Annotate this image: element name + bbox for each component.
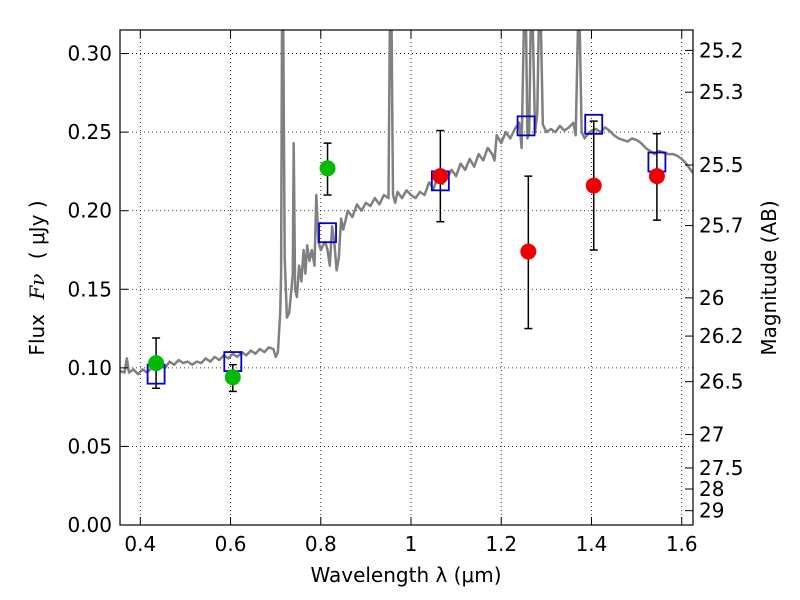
nir-point — [648, 168, 665, 185]
y-axis-label-prefix: Flux — [25, 314, 49, 356]
y-tick-label: 0.25 — [67, 120, 112, 144]
model-square — [516, 115, 536, 137]
x-tick-label: 1 — [405, 532, 418, 556]
optical-point — [319, 160, 336, 177]
y2-tick-label: 28 — [699, 477, 724, 501]
marker-layer — [146, 113, 667, 386]
nir-point — [520, 243, 537, 260]
nir-point — [585, 177, 602, 194]
y-tick-label: 0.30 — [67, 42, 112, 66]
y2-tick-label: 27.5 — [699, 456, 744, 480]
y-axis-label: Flux Fν ( μJy ) — [25, 200, 49, 355]
y2-tick-label: 25.3 — [699, 80, 744, 104]
x-tick-label: 0.8 — [305, 532, 337, 556]
plot-frame — [119, 29, 694, 526]
x-tick-label: 0.6 — [215, 532, 247, 556]
x-tick-label: 1.6 — [666, 532, 698, 556]
model-square — [318, 222, 337, 244]
y-axis-label-symbol: Fν — [25, 274, 49, 301]
optical-point — [224, 369, 241, 386]
y2-tick-label: 26 — [699, 286, 724, 310]
tick-layer: 0.4 0.6 0.8 1 1.2 1.4 1.6 0.00 0.05 0.10 0.15 0.20 0… — [67, 30, 744, 556]
svg-text:Flux Fν ( μJy ): Flux Fν ( μJy ) — [25, 200, 49, 355]
y2-tick-label: 25.2 — [699, 38, 744, 62]
spectrum-layer — [120, 30, 693, 376]
x-tick-label: 1.4 — [576, 532, 608, 556]
y2-tick-label: 29 — [699, 499, 724, 523]
grid — [120, 30, 693, 526]
x-tick-label: 0.4 — [124, 532, 156, 556]
x-tick-label: 1.2 — [485, 532, 517, 556]
errorbar-layer — [152, 120, 661, 393]
y-tick-label: 0.15 — [67, 277, 112, 301]
y-tick-label: 0.05 — [67, 434, 112, 458]
y2-tick-label: 27 — [699, 423, 724, 447]
y-tick-label: 0.10 — [67, 356, 112, 380]
model-square — [584, 113, 604, 135]
y2-tick-label: 25.5 — [699, 153, 744, 177]
y2-tick-label: 26.5 — [699, 370, 744, 394]
y-axis-label-unit: ( μJy ) — [25, 200, 49, 259]
y-tick-label: 0.00 — [67, 513, 112, 537]
y2-tick-label: 25.7 — [699, 214, 744, 238]
y2-tick-label: 26.2 — [699, 324, 744, 348]
x-axis-label: Wavelength λ (μm) — [310, 563, 501, 587]
optical-point — [148, 355, 165, 372]
y2-axis-label: Magnitude (AB) — [757, 200, 781, 355]
y-tick-label: 0.20 — [67, 199, 112, 223]
spectrum-line — [120, 30, 693, 376]
nir-point — [432, 168, 449, 185]
